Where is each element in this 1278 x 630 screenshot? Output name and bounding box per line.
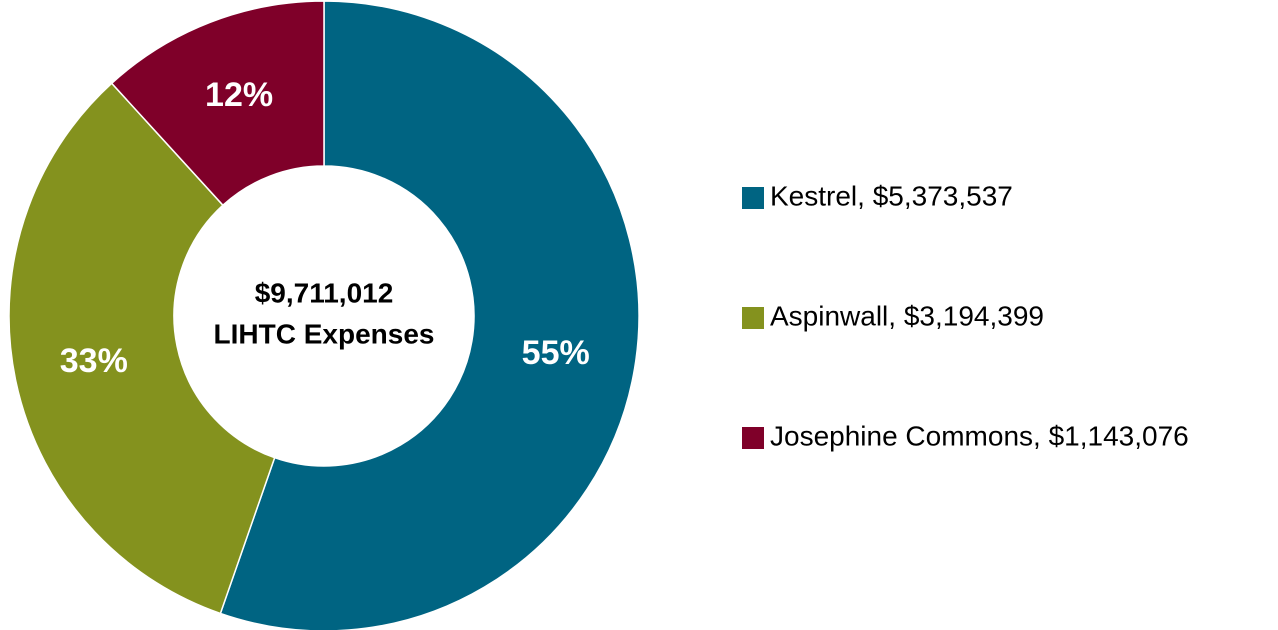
legend-swatch (742, 187, 764, 209)
data-label: 55% (522, 334, 590, 372)
legend-label: Aspinwall, $3,194,399 (770, 300, 1044, 331)
center-label: LIHTC Expenses (214, 318, 435, 349)
donut-segment (8, 82, 276, 615)
center-label: $9,711,012 (255, 277, 394, 308)
legend-swatch (742, 427, 764, 449)
legend-swatch (742, 307, 764, 329)
donut-segment (219, 0, 640, 630)
data-label: 12% (205, 76, 273, 114)
legend-label: Kestrel, $5,373,537 (770, 180, 1013, 211)
donut-segment (110, 0, 325, 207)
data-label: 33% (60, 342, 128, 380)
legend-label: Josephine Commons, $1,143,076 (770, 420, 1189, 451)
